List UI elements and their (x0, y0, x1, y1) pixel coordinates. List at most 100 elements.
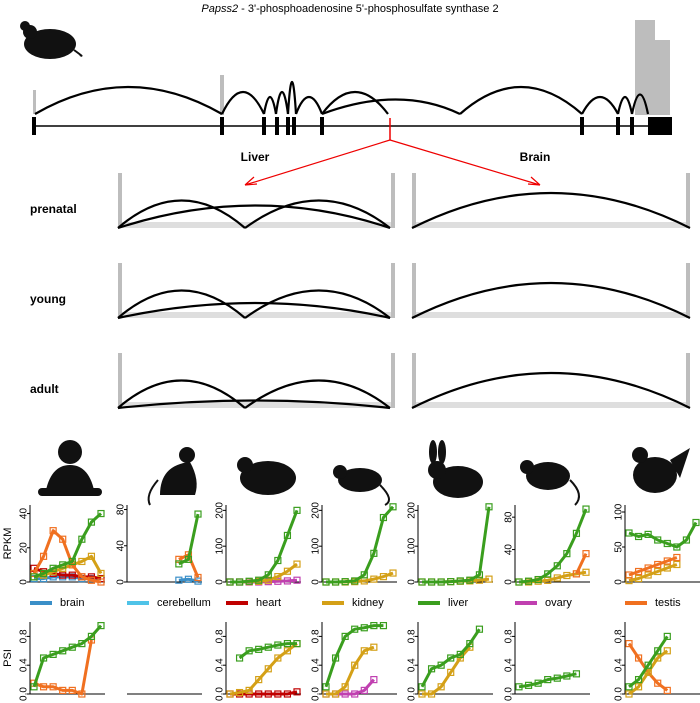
junction-arc (244, 379, 391, 409)
data-point (634, 567, 643, 576)
data-point (582, 505, 590, 513)
data-point (235, 578, 244, 586)
data-point (360, 686, 368, 695)
data-point (524, 577, 533, 585)
series-line (324, 624, 384, 688)
data-point (78, 557, 86, 566)
title: Papss2 - 3'-phosphoadenosine 5'-phosphos… (201, 3, 498, 15)
y-axis-label: PSI (2, 649, 14, 667)
data-point (68, 643, 76, 651)
data-point (427, 578, 436, 586)
data-point (351, 661, 359, 669)
legend-label: heart (256, 597, 281, 609)
data-point (572, 529, 581, 537)
junction-arc (244, 199, 391, 229)
y-tick-label: 0.8 (504, 629, 515, 643)
data-point (59, 686, 67, 695)
data-point (59, 571, 67, 579)
series-line (326, 645, 375, 696)
y-tick-label: 80 (504, 511, 515, 523)
data-point (322, 578, 330, 586)
data-point (379, 513, 388, 522)
series-line (238, 642, 297, 660)
data-point (485, 503, 493, 511)
data-point (264, 690, 272, 698)
data-point (194, 577, 202, 585)
legend-label: kidney (352, 597, 384, 609)
series-line (628, 635, 669, 688)
data-point (515, 578, 523, 586)
data-point (663, 557, 671, 565)
coverage (391, 353, 395, 408)
y-tick-label: 0.4 (19, 658, 30, 672)
data-point (663, 564, 671, 572)
series-line (229, 642, 298, 696)
data-point (264, 665, 272, 673)
junction-arc (117, 204, 391, 230)
data-point (97, 509, 105, 518)
junction-arc (117, 379, 246, 409)
coverage (416, 312, 686, 318)
data-point (255, 690, 263, 698)
y-tick-label: 40 (19, 508, 30, 520)
data-point (370, 549, 378, 557)
data-point (553, 674, 561, 682)
data-point (39, 569, 48, 578)
data-point (245, 647, 253, 655)
data-point (515, 683, 523, 691)
data-point (235, 654, 244, 662)
data-point (68, 557, 76, 566)
data-point (49, 650, 57, 659)
data-point (644, 571, 652, 579)
data-point (30, 683, 38, 691)
data-point (264, 576, 272, 584)
coverage (122, 402, 391, 408)
data-point (264, 571, 272, 579)
data-point (49, 683, 57, 691)
data-point (245, 577, 253, 585)
data-point (389, 503, 397, 511)
data-point (427, 665, 436, 673)
data-point (226, 690, 234, 698)
data-point (524, 681, 533, 689)
data-point (572, 670, 581, 678)
y-tick-label: 0.8 (614, 629, 625, 643)
data-point (360, 624, 368, 632)
data-point (78, 535, 86, 543)
data-point (184, 555, 193, 563)
y-tick-label: 100 (407, 537, 418, 554)
series-line (422, 506, 491, 584)
y-tick-label: 0.4 (614, 658, 625, 672)
y-tick-label: 40 (504, 544, 515, 556)
gene-track (32, 20, 672, 186)
data-point (255, 576, 263, 584)
y-tick-label: 0.0 (215, 687, 226, 701)
y-tick-label: 0.0 (19, 687, 30, 701)
series-line (33, 554, 103, 579)
data-point (30, 573, 38, 581)
series-line (628, 521, 698, 549)
junction-arc (411, 191, 691, 229)
sashimi-plots (117, 173, 691, 410)
data-point (418, 683, 426, 691)
junction-arc (244, 289, 391, 319)
species-icons (38, 440, 690, 506)
data-point (370, 675, 378, 684)
junction-arc (117, 399, 391, 410)
data-point (87, 576, 96, 584)
y-tick-label: 0.0 (407, 687, 418, 701)
data-point (447, 654, 455, 662)
data-point (322, 683, 330, 691)
y-tick-label: 200 (407, 502, 418, 519)
coverage (391, 263, 395, 318)
data-point (68, 571, 76, 579)
junction-arc (117, 301, 391, 320)
data-point (485, 575, 493, 583)
coverage (412, 353, 416, 408)
data-point (97, 569, 105, 578)
series-line (326, 678, 375, 696)
data-point (360, 571, 368, 579)
data-point (360, 647, 368, 655)
y-tick-label: 0.0 (614, 687, 625, 701)
